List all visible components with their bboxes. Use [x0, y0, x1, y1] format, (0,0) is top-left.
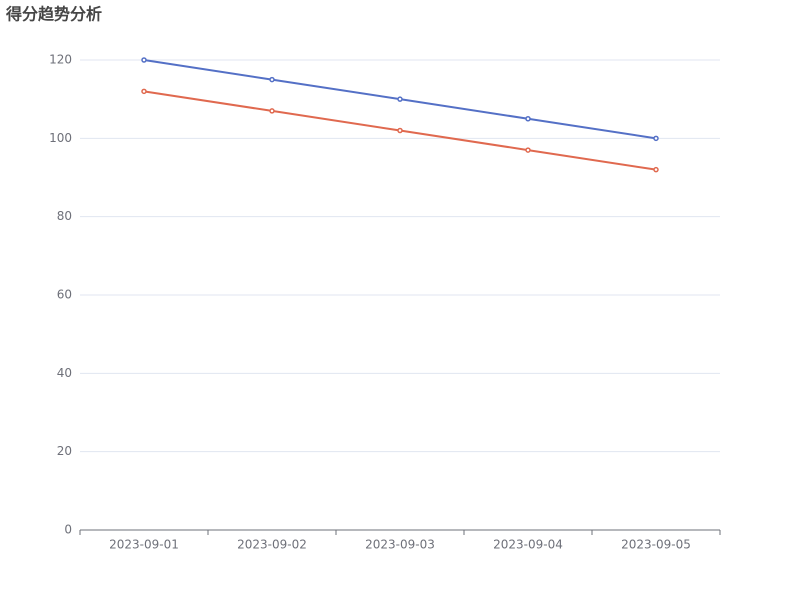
y-tick-label: 80: [57, 209, 72, 223]
y-tick-label: 120: [49, 53, 72, 67]
chart-title: 得分趋势分析: [5, 5, 102, 24]
data-point: [269, 76, 275, 83]
data-point: [653, 135, 659, 142]
data-point: [397, 96, 403, 102]
y-tick-label: 100: [49, 131, 72, 145]
x-tick-label: 2023-09-04: [493, 538, 563, 552]
x-tick-label: 2023-09-03: [365, 538, 435, 552]
x-tick-label: 2023-09-01: [109, 538, 179, 552]
data-point: [269, 108, 275, 114]
x-tick-label: 2023-09-02: [237, 538, 307, 552]
data-point: [525, 147, 531, 153]
data-point: [141, 57, 147, 63]
data-point: [653, 166, 659, 173]
data-point: [141, 88, 147, 95]
y-tick-label: 40: [57, 366, 72, 380]
data-point: [525, 116, 531, 122]
x-tick-label: 2023-09-05: [621, 538, 691, 552]
data-point: [397, 127, 403, 134]
y-tick-label: 60: [57, 288, 72, 302]
y-tick-label: 20: [57, 444, 72, 458]
y-tick-label: 0: [64, 523, 72, 537]
